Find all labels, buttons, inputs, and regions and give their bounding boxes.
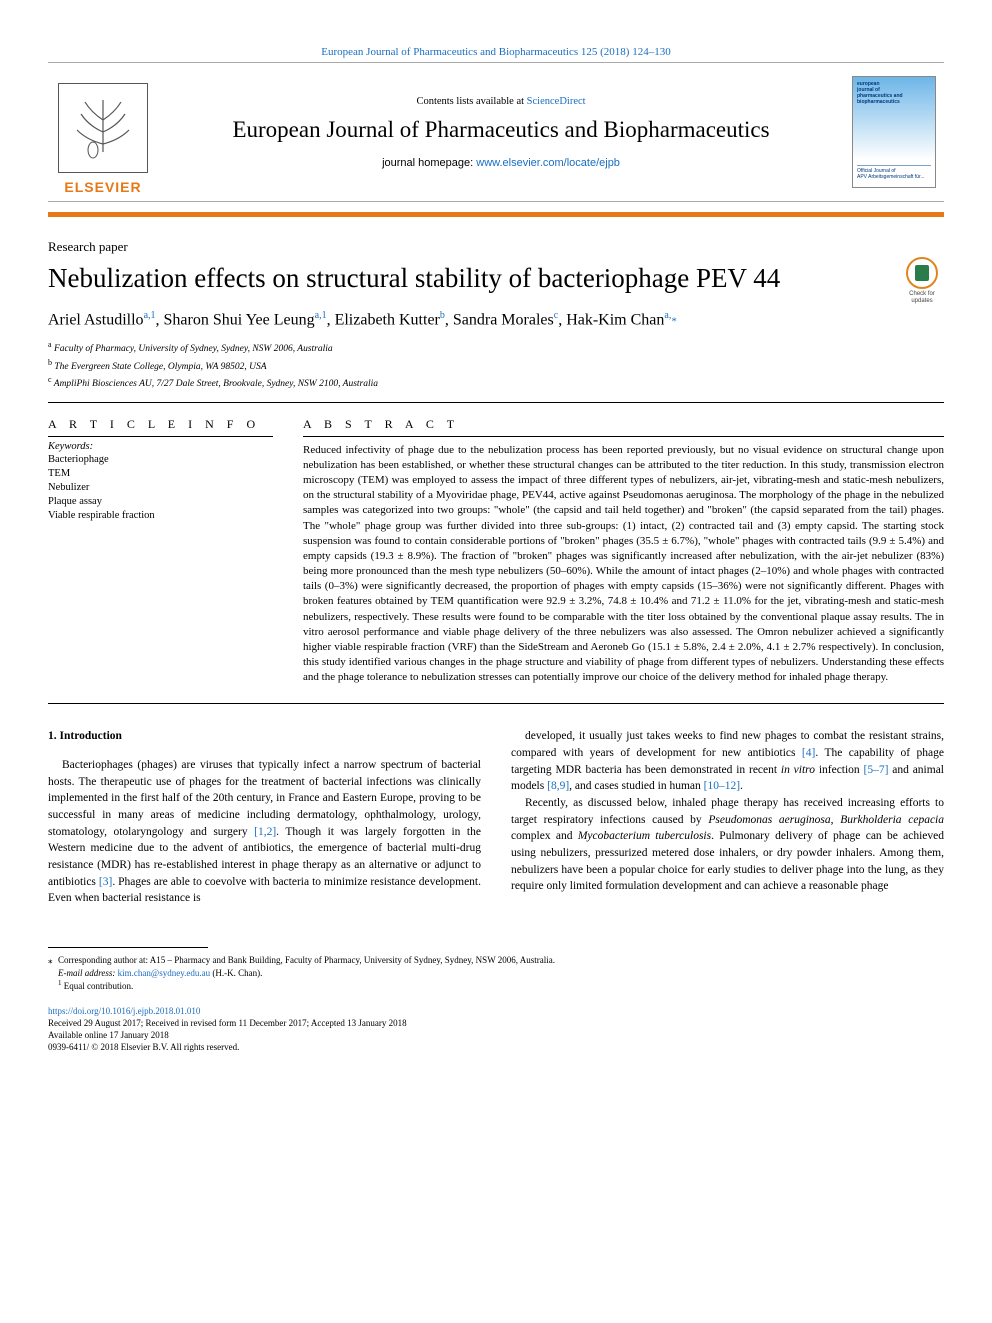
email-label: E-mail address: <box>58 968 118 978</box>
contents-line: Contents lists available at ScienceDirec… <box>416 96 585 107</box>
email-suffix: (H.-K. Chan). <box>210 968 262 978</box>
corresponding-email-link[interactable]: kim.chan@sydney.edu.au <box>118 968 210 978</box>
cover-title: european journal of pharmaceutics and bi… <box>857 81 903 105</box>
crossmark-icon <box>906 257 938 289</box>
cover-bottom: Official Journal of APV Arbeitsgemeinsch… <box>857 165 931 183</box>
header-center: Contents lists available at ScienceDirec… <box>158 63 844 201</box>
divider <box>48 436 273 437</box>
paragraph: Bacteriophages (phages) are viruses that… <box>48 757 481 907</box>
article-type: Research paper <box>48 239 944 255</box>
article-info-column: A R T I C L E I N F O Keywords: Bacterio… <box>48 417 273 686</box>
article-head: Check for updates Research paper Nebuliz… <box>48 239 944 392</box>
author-list: Ariel Astudilloa,1, Sharon Shui Yee Leun… <box>48 310 944 329</box>
equal-contribution-note: Equal contribution. <box>64 981 134 991</box>
keyword: TEM <box>48 467 273 481</box>
journal-ref-link[interactable]: European Journal of Pharmaceutics and Bi… <box>48 46 944 58</box>
online-date: Available online 17 January 2018 <box>48 1029 944 1041</box>
corresponding-author-note: Corresponding author at: A15 – Pharmacy … <box>58 954 555 967</box>
footnotes: ⁎ Corresponding author at: A15 – Pharmac… <box>48 954 944 993</box>
keywords-label: Keywords: <box>48 441 273 452</box>
elsevier-logo[interactable]: ELSEVIER <box>48 63 158 201</box>
abstract-heading: A B S T R A C T <box>303 417 944 432</box>
article-info-heading: A R T I C L E I N F O <box>48 417 273 432</box>
homepage-link[interactable]: www.elsevier.com/locate/ejpb <box>476 157 620 169</box>
accent-bar <box>48 212 944 217</box>
journal-homepage: journal homepage: www.elsevier.com/locat… <box>382 157 620 169</box>
keyword: Nebulizer <box>48 481 273 495</box>
top-spacer <box>0 0 992 18</box>
equal-contribution-symbol: 1 <box>58 979 62 987</box>
keywords-list: BacteriophageTEMNebulizerPlaque assayVia… <box>48 453 273 524</box>
header-band: ELSEVIER Contents lists available at Sci… <box>48 62 944 202</box>
crossmark-badge[interactable]: Check for updates <box>900 257 944 305</box>
doi-link[interactable]: https://doi.org/10.1016/j.ejpb.2018.01.0… <box>48 1006 200 1016</box>
crossmark-label: Check for updates <box>909 291 935 305</box>
article-history: Received 29 August 2017; Received in rev… <box>48 1017 944 1029</box>
abstract-column: A B S T R A C T Reduced infectivity of p… <box>303 417 944 686</box>
keyword: Viable respirable fraction <box>48 509 273 523</box>
publication-info: https://doi.org/10.1016/j.ejpb.2018.01.0… <box>48 1005 944 1054</box>
divider <box>48 703 944 704</box>
keyword: Bacteriophage <box>48 453 273 467</box>
paragraph: developed, it usually just takes weeks t… <box>511 728 944 795</box>
body-text: 1. Introduction Bacteriophages (phages) … <box>48 728 944 907</box>
copyright: 0939-6411/ © 2018 Elsevier B.V. All righ… <box>48 1041 944 1053</box>
abstract-text: Reduced infectivity of phage due to the … <box>303 436 944 686</box>
sciencedirect-link[interactable]: ScienceDirect <box>527 96 586 107</box>
paragraph: Recently, as discussed below, inhaled ph… <box>511 795 944 895</box>
journal-cover[interactable]: european journal of pharmaceutics and bi… <box>844 63 944 201</box>
affiliations: a Faculty of Pharmacy, University of Syd… <box>48 339 944 391</box>
section-heading: 1. Introduction <box>48 728 481 745</box>
journal-name: European Journal of Pharmaceutics and Bi… <box>232 117 769 143</box>
elsevier-wordmark: ELSEVIER <box>64 179 141 195</box>
elsevier-tree-icon <box>58 83 148 173</box>
divider <box>48 402 944 403</box>
corresponding-symbol: ⁎ <box>48 954 58 967</box>
article-title: Nebulization effects on structural stabi… <box>48 263 944 294</box>
keyword: Plaque assay <box>48 495 273 509</box>
footnote-divider <box>48 947 208 948</box>
